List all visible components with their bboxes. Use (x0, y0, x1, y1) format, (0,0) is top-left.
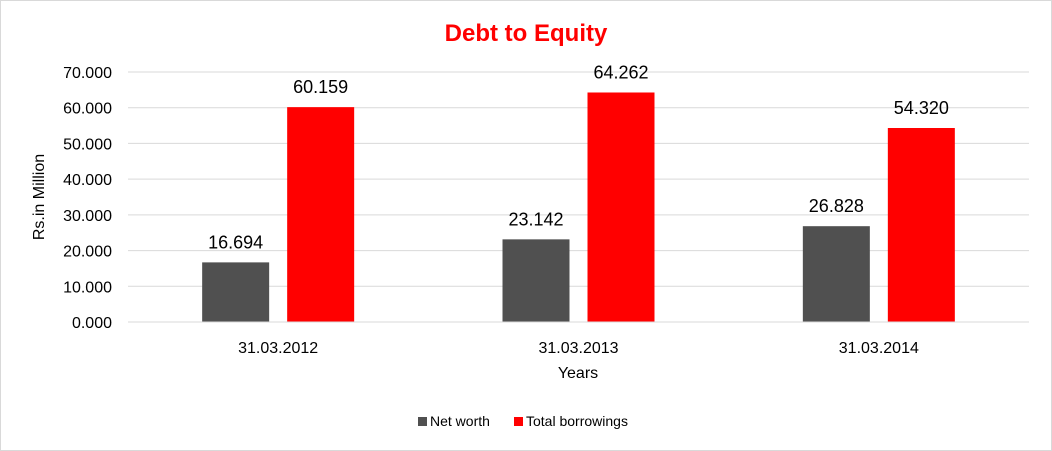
data-labels: 16.694 60.159 23.142 64.262 26.828 54.320 (208, 62, 949, 252)
bar-net-worth-2 (502, 239, 570, 322)
y-tick-label: 10.000 (63, 279, 112, 296)
bar-total-borrowings-3 (887, 128, 955, 322)
data-label: 54.320 (894, 98, 949, 118)
x-tick-label: 31.03.2014 (839, 340, 919, 357)
bar-net-worth-3 (802, 226, 870, 322)
legend-label: Total borrowings (526, 413, 628, 429)
data-label: 16.694 (208, 232, 263, 252)
x-tick-label: 31.03.2013 (538, 340, 618, 357)
y-tick-label: 50.000 (63, 136, 112, 153)
data-label: 64.262 (593, 62, 648, 82)
data-label: 60.159 (293, 77, 348, 97)
y-tick-label: 0.000 (72, 315, 112, 332)
legend-swatch (418, 417, 427, 426)
bar-total-borrowings-1 (287, 107, 355, 323)
y-axis-label: Rs.in Million (31, 154, 48, 240)
bar-total-borrowings-2 (587, 92, 655, 322)
bar-net-worth-1 (202, 262, 270, 322)
chart-title: Debt to Equity (445, 20, 608, 47)
bars (202, 92, 955, 323)
y-tick-label: 30.000 (63, 208, 112, 225)
y-tick-label: 70.000 (63, 65, 112, 82)
legend: Net worth Total borrowings (418, 413, 628, 429)
x-tick-label: 31.03.2012 (238, 340, 318, 357)
y-tick-label: 20.000 (63, 244, 112, 261)
y-tick-label: 60.000 (63, 101, 112, 118)
x-axis-ticks: 31.03.2012 31.03.2013 31.03.2014 (238, 340, 919, 357)
legend-swatch (514, 417, 523, 426)
x-axis-label: Years (558, 365, 598, 382)
data-label: 26.828 (809, 196, 864, 216)
y-axis-ticks: 0.000 10.000 20.000 30.000 40.000 50.000 60.00… (63, 65, 112, 332)
data-label: 23.142 (508, 209, 563, 229)
legend-label: Net worth (430, 413, 490, 429)
y-tick-label: 40.000 (63, 172, 112, 189)
gridlines (128, 71, 1029, 287)
